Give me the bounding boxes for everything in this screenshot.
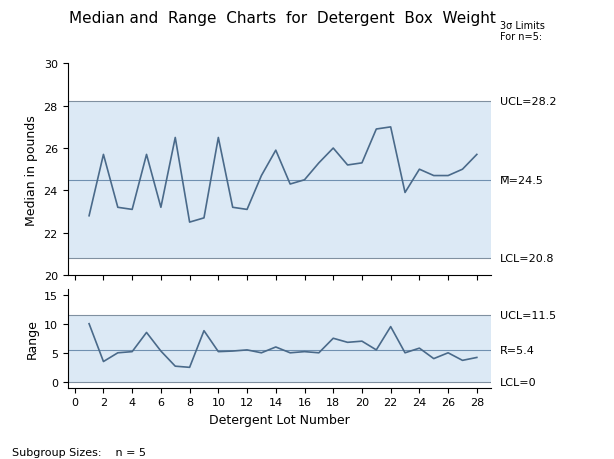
Text: Subgroup Sizes:    n = 5: Subgroup Sizes: n = 5 — [12, 447, 146, 457]
X-axis label: Detergent Lot Number: Detergent Lot Number — [209, 413, 350, 426]
Text: M̅=24.5: M̅=24.5 — [500, 175, 543, 185]
Y-axis label: Range: Range — [25, 319, 38, 358]
Bar — [68, 102, 491, 258]
Text: UCL=11.5: UCL=11.5 — [500, 310, 556, 320]
Y-axis label: Median in pounds: Median in pounds — [25, 115, 38, 225]
Text: Median and  Range  Charts  for  Detergent  Box  Weight: Median and Range Charts for Detergent Bo… — [69, 11, 496, 27]
Bar — [68, 315, 491, 382]
Text: LCL=0: LCL=0 — [500, 377, 536, 387]
Text: LCL=20.8: LCL=20.8 — [500, 253, 554, 263]
Text: 3σ Limits
For n=5:: 3σ Limits For n=5: — [500, 21, 545, 42]
Text: UCL=28.2: UCL=28.2 — [500, 97, 556, 107]
Text: R̅=5.4: R̅=5.4 — [500, 346, 534, 356]
